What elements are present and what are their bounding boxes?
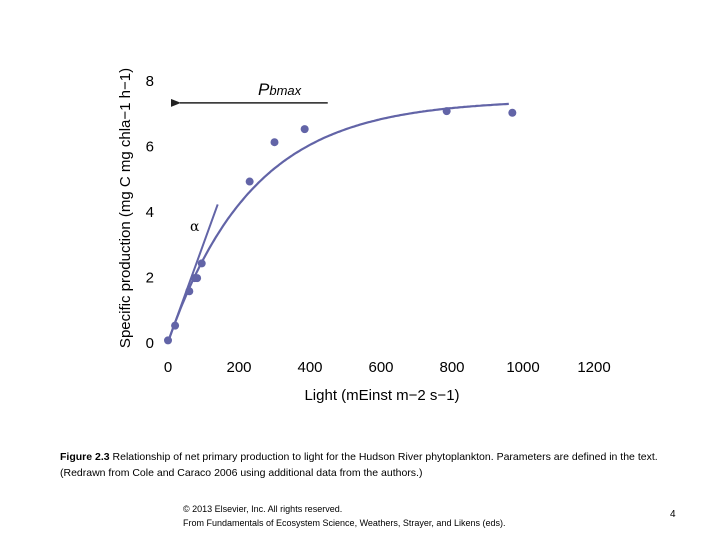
- y-tick-label: 8: [146, 73, 154, 90]
- copyright-notice: © 2013 Elsevier, Inc. All rights reserve…: [183, 502, 505, 530]
- copyright-line-2: From Fundamentals of Ecosystem Science, …: [183, 518, 506, 528]
- data-point: [185, 287, 194, 296]
- fit-curve: [166, 102, 509, 343]
- x-tick-label: 400: [297, 359, 322, 376]
- x-tick-label: 1200: [577, 359, 610, 376]
- x-axis-label: Light (mEinst m−2 s−1): [304, 387, 459, 404]
- y-axis-label: Specific production (mg C mg chla−1 h−1): [117, 68, 134, 348]
- x-tick-label: 600: [368, 359, 393, 376]
- y-tick-label: 2: [146, 270, 154, 287]
- alpha-label: α: [190, 219, 200, 235]
- page-number: 4: [670, 509, 676, 520]
- data-point: [197, 259, 206, 268]
- chart: 0 2 4 6 8 0 200 400 600 800 1000 1200 Pbmax α Light …: [117, 68, 611, 404]
- x-tick-label: 1000: [506, 359, 539, 376]
- data-point: [442, 107, 451, 116]
- data-point: [245, 177, 254, 186]
- y-tick-label: 4: [146, 204, 154, 221]
- data-point: [508, 108, 517, 117]
- caption-text: Relationship of net primary production t…: [60, 451, 658, 479]
- x-tick-label: 800: [439, 359, 464, 376]
- data-point: [193, 274, 202, 283]
- figure-label: Figure 2.3: [60, 451, 110, 463]
- annotations: Pbmax α: [171, 80, 328, 235]
- data-point: [300, 125, 309, 134]
- pbmax-label: Pbmax: [258, 80, 302, 99]
- x-tick-label: 0: [164, 359, 172, 376]
- y-tick-label: 6: [146, 139, 154, 156]
- figure-caption: Figure 2.3 Relationship of net primary p…: [60, 449, 660, 481]
- data-point: [171, 321, 180, 330]
- copyright-line-1: © 2013 Elsevier, Inc. All rights reserve…: [183, 504, 343, 514]
- x-tick-label: 200: [226, 359, 251, 376]
- data-point: [164, 336, 172, 345]
- alpha-line: [167, 204, 219, 343]
- plot-area: [164, 102, 517, 345]
- y-tick-label: 0: [146, 335, 154, 352]
- data-point: [270, 138, 279, 147]
- axes: 0 2 4 6 8 0 200 400 600 800 1000 1200: [146, 73, 611, 376]
